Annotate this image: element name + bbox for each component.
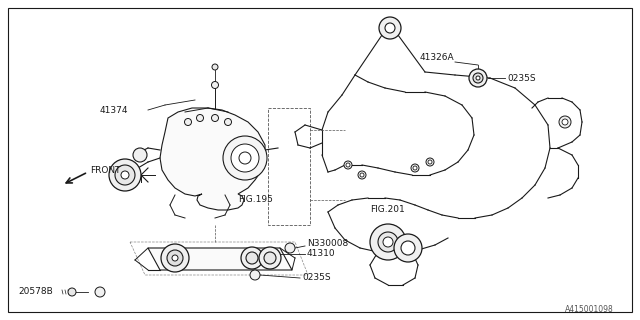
- Circle shape: [411, 164, 419, 172]
- Circle shape: [473, 73, 483, 83]
- Circle shape: [476, 76, 480, 80]
- Circle shape: [95, 287, 105, 297]
- Circle shape: [259, 247, 281, 269]
- Circle shape: [285, 243, 295, 253]
- Circle shape: [378, 232, 398, 252]
- Text: FIG.201: FIG.201: [370, 205, 404, 214]
- Circle shape: [121, 171, 129, 179]
- Circle shape: [469, 69, 487, 87]
- Circle shape: [370, 224, 406, 260]
- Circle shape: [225, 118, 232, 125]
- Text: 0235S: 0235S: [507, 74, 536, 83]
- Circle shape: [426, 158, 434, 166]
- Circle shape: [413, 166, 417, 170]
- Circle shape: [346, 163, 350, 167]
- Circle shape: [211, 82, 218, 89]
- Circle shape: [68, 288, 76, 296]
- Circle shape: [212, 64, 218, 70]
- Text: A415001098: A415001098: [565, 306, 614, 315]
- Circle shape: [250, 270, 260, 280]
- Text: 41310: 41310: [307, 250, 335, 259]
- Text: 0235S: 0235S: [302, 274, 331, 283]
- Text: 41326A: 41326A: [420, 52, 454, 61]
- Circle shape: [385, 23, 395, 33]
- Circle shape: [428, 160, 432, 164]
- Text: FRONT: FRONT: [90, 165, 120, 174]
- Circle shape: [383, 237, 393, 247]
- Circle shape: [379, 17, 401, 39]
- Circle shape: [394, 234, 422, 262]
- Circle shape: [133, 148, 147, 162]
- Circle shape: [358, 171, 366, 179]
- Polygon shape: [160, 108, 265, 210]
- Circle shape: [172, 255, 178, 261]
- Circle shape: [239, 152, 251, 164]
- Text: FIG.195: FIG.195: [238, 196, 273, 204]
- Circle shape: [223, 136, 267, 180]
- Circle shape: [211, 115, 218, 122]
- Circle shape: [184, 118, 191, 125]
- Circle shape: [196, 115, 204, 122]
- Circle shape: [115, 165, 135, 185]
- Circle shape: [167, 250, 183, 266]
- Circle shape: [344, 161, 352, 169]
- Circle shape: [401, 241, 415, 255]
- Circle shape: [161, 244, 189, 272]
- Circle shape: [360, 173, 364, 177]
- Circle shape: [264, 252, 276, 264]
- Circle shape: [241, 247, 263, 269]
- Circle shape: [559, 116, 571, 128]
- Circle shape: [246, 252, 258, 264]
- Circle shape: [109, 159, 141, 191]
- Circle shape: [231, 144, 259, 172]
- Text: 20578B: 20578B: [18, 287, 52, 297]
- Text: 41374: 41374: [100, 106, 129, 115]
- Polygon shape: [148, 248, 292, 270]
- Circle shape: [562, 119, 568, 125]
- Text: N330008: N330008: [307, 239, 348, 249]
